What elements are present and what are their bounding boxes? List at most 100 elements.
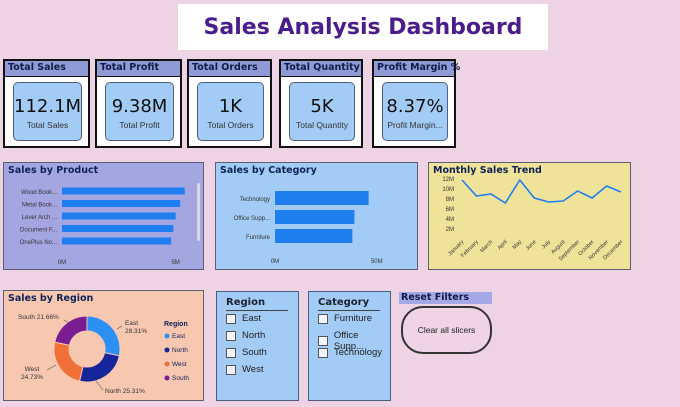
sales-by-region-panel[interactable]: Sales by Region East 28.31% North 25.31% We… [3, 290, 204, 401]
chart-title: Sales by Region [8, 293, 94, 304]
data-label: North 25.31% [105, 388, 145, 395]
dashboard-title-box: Sales Analysis Dashboard [178, 4, 548, 50]
series-line [461, 178, 622, 205]
kpi-header: Total Quantity [281, 61, 361, 77]
tick-label: 12M [442, 177, 454, 183]
pie-slice [53, 341, 84, 382]
tick-label: Wood Book... [21, 190, 57, 196]
chart-title: Monthly Sales Trend [433, 165, 542, 176]
slicer-item-west[interactable]: West [226, 364, 263, 375]
kpi-label: Total Sales [26, 120, 69, 130]
region-slicer[interactable]: Region East North South West [216, 291, 299, 401]
tick-label: Metal Book... [22, 203, 57, 209]
legend-label: East [172, 333, 185, 340]
slicer-item-label: South [242, 347, 267, 358]
kpi-total-profit[interactable]: Total Profit 9.38M Total Profit [95, 59, 182, 148]
tick-label: Furniture [246, 235, 271, 241]
pie-slice [86, 315, 121, 357]
tick-label: Document F... [20, 228, 57, 234]
tick-label: Office Supp... [234, 216, 271, 222]
slicer-divider [318, 310, 380, 311]
slicer-item-south[interactable]: South [226, 347, 267, 358]
legend-marker [164, 361, 170, 367]
kpi-label: Profit Margin... [387, 120, 443, 130]
kpi-value: 112.1M [14, 96, 82, 117]
checkbox[interactable] [226, 330, 236, 341]
legend-marker [164, 375, 170, 381]
sales-by-product-chart: Wood Book... Metal Book... Lever Arch ... D… [20, 187, 185, 266]
checkbox[interactable] [226, 347, 236, 358]
slicer-item-label: East [242, 313, 262, 324]
checkbox[interactable] [318, 336, 328, 346]
tick-label: 8M [446, 197, 454, 203]
checkbox[interactable] [318, 347, 328, 358]
data-label-name: East [125, 320, 138, 327]
legend-label: North [172, 347, 188, 354]
tick-label: 10M [442, 187, 454, 193]
leader-line [63, 319, 70, 324]
kpi-label: Total Quantity [296, 120, 348, 130]
tick-label: April [497, 239, 509, 251]
tick-label: 50M [371, 259, 383, 265]
sales-by-product-panel[interactable]: Sales by Product Wood Book... Metal Book.… [3, 162, 204, 270]
kpi-label: Total Orders [207, 120, 254, 130]
pie-slice [54, 315, 88, 346]
tick-label: May [512, 239, 524, 251]
slicer-item-technology[interactable]: Technology [318, 347, 382, 358]
clear-all-slicers-button[interactable]: Clear all slicers [401, 306, 492, 354]
slicer-item-label: Technology [334, 347, 383, 358]
kpi-value: 9.38M [111, 96, 168, 117]
dashboard-title: Sales Analysis Dashboard [203, 14, 523, 40]
data-label: 24.73% [21, 374, 43, 381]
slicer-title: Region [226, 297, 266, 308]
data-label-name: West [25, 366, 40, 373]
legend-marker [164, 333, 170, 339]
monthly-sales-trend-panel[interactable]: Monthly Sales Trend 12M 10M 8M 6M 4M 2M Januar… [428, 162, 631, 270]
kpi-card: 9.38M Total Profit [105, 82, 174, 141]
tick-label: 6M [446, 207, 454, 213]
slicer-item-north[interactable]: North [226, 330, 265, 341]
slicer-item-east[interactable]: East [226, 313, 261, 324]
checkbox[interactable] [318, 313, 328, 324]
checkbox[interactable] [226, 313, 236, 324]
tick-label: June [525, 239, 538, 252]
slicer-title: Category [318, 297, 370, 308]
bar [275, 229, 353, 243]
checkbox[interactable] [226, 364, 236, 375]
tick-label: OnePlus No... [20, 240, 58, 246]
sales-by-category-panel[interactable]: Sales by Category Technology Office Supp.… [215, 162, 418, 270]
tick-label: 0M [271, 259, 279, 265]
kpi-profit-margin[interactable]: Profit Margin % 8.37% Profit Margin... [372, 59, 460, 148]
tick-label: 0M [58, 260, 66, 266]
sales-by-category-chart: Technology Office Supp... Furniture 0M 50M [234, 191, 383, 265]
legend-label: West [172, 361, 187, 368]
tick-label: 2M [446, 227, 454, 233]
legend-title: Region [164, 321, 188, 328]
kpi-value: 5K [310, 96, 334, 117]
bar [62, 237, 172, 245]
kpi-total-sales[interactable]: Total Sales 112.1M Total Sales [3, 59, 90, 148]
kpi-value: 8.37% [386, 96, 444, 117]
tick-label: March [479, 239, 494, 254]
data-label: 28.31% [125, 328, 147, 335]
slicer-item-furniture[interactable]: Furniture [318, 313, 372, 324]
kpi-card: 1K Total Orders [197, 82, 264, 141]
legend-marker [164, 347, 170, 353]
tick-label: 5M [171, 260, 179, 266]
kpi-total-orders[interactable]: Total Orders 1K Total Orders [187, 59, 272, 148]
slicer-item-label: Furniture [334, 313, 373, 324]
slicer-item-office-supplies[interactable]: Office Supp... [318, 330, 390, 352]
bar [275, 210, 355, 224]
tick-label: Lever Arch ... [22, 215, 58, 221]
data-label: South 21.66% [18, 314, 59, 321]
kpi-total-quantity[interactable]: Total Quantity 5K Total Quantity [279, 59, 363, 148]
tick-label: 4M [446, 217, 454, 223]
chart-title: Sales by Product [8, 165, 99, 176]
leader-line [116, 325, 123, 330]
scrollbar[interactable] [197, 183, 200, 241]
slicer-divider [226, 310, 288, 311]
category-slicer[interactable]: Category Furniture Office Supp... Techno… [308, 291, 391, 401]
kpi-header: Total Sales [5, 61, 88, 77]
